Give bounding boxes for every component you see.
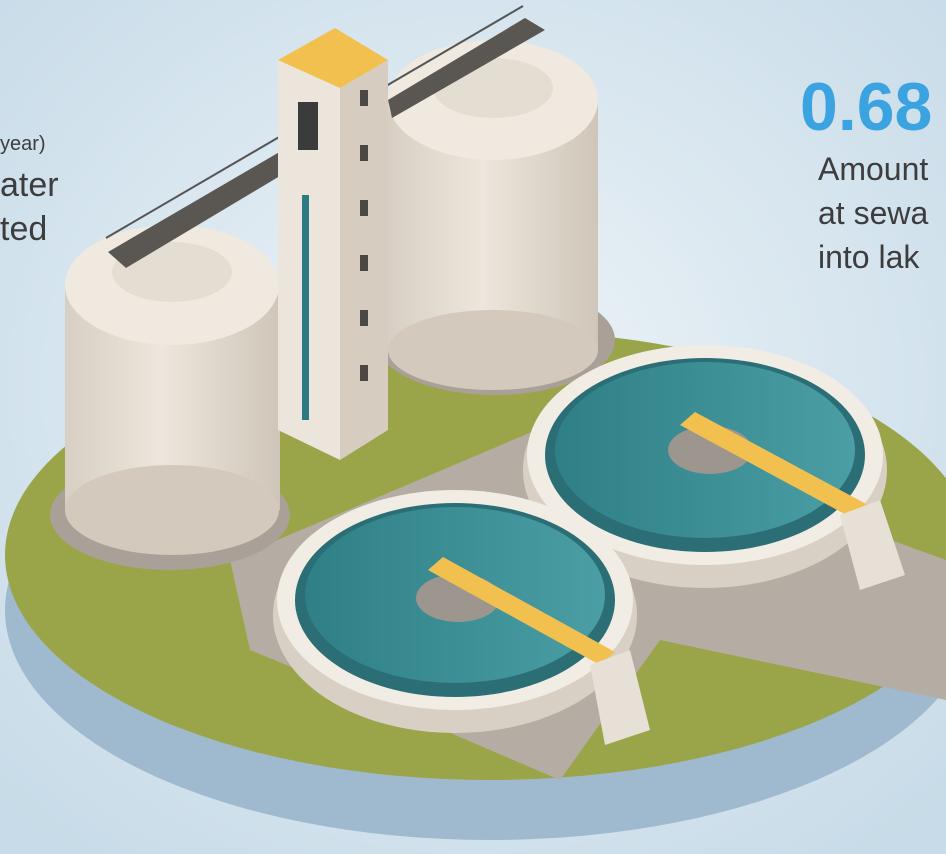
clarifier [273, 490, 650, 745]
silo-left [65, 225, 280, 555]
tower [278, 28, 388, 460]
caption-line: ater [0, 166, 59, 204]
clarifier [523, 345, 905, 590]
caption-line: into lak [818, 239, 920, 275]
caption-line: ted [0, 210, 47, 248]
walkway [105, 5, 545, 268]
caption-line: at sewa [818, 195, 928, 231]
caption-line: Amount [818, 151, 928, 187]
stat-value: 0.68 [800, 69, 932, 145]
silo-right [388, 40, 598, 390]
caption-line: year) [0, 133, 46, 155]
